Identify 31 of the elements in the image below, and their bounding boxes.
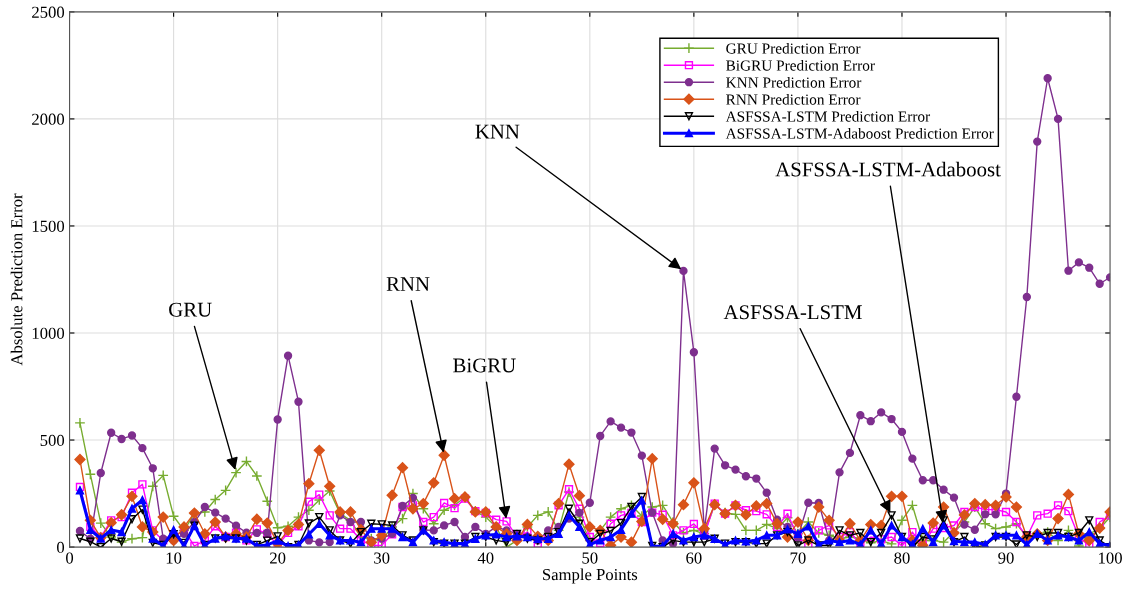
legend-label: BiGRU Prediction Error [726, 59, 875, 71]
x-tick-label: 70 [790, 552, 806, 564]
annotation: BiGRU [453, 358, 516, 373]
x-tick-label: 0 [66, 552, 74, 564]
legend-label: RNN Prediction Error [726, 93, 861, 105]
legend-label: GRU Prediction Error [726, 42, 861, 54]
x-tick-label: 20 [270, 552, 286, 564]
y-tick-label: 1500 [32, 220, 65, 232]
annotation: GRU [169, 302, 212, 317]
annotation: ASFSSA-LSTM [723, 305, 862, 320]
x-tick-label: 30 [374, 552, 390, 564]
y-tick-label: 2500 [32, 6, 65, 18]
legend-label: ASFSSA-LSTM Prediction Error [725, 110, 931, 122]
x-tick-label: 40 [477, 552, 494, 564]
y-tick-label: 1000 [32, 327, 65, 339]
annotation: RNN [386, 277, 430, 291]
x-tick-label: 100 [1099, 552, 1122, 564]
legend-label: ASFSSA-LSTM-Adaboost Prediction Error [725, 127, 994, 139]
y-tick-label: 0 [57, 541, 65, 554]
x-tick-label: 80 [894, 552, 910, 564]
annotation: ASFSSA-LSTM-Adaboost [775, 161, 1001, 177]
y-tick-label: 2000 [32, 113, 65, 125]
y-tick-label: 500 [40, 434, 65, 446]
legend-label: KNN Prediction Error [726, 76, 862, 88]
x-axis-title: Sample Points [543, 568, 638, 584]
x-tick-label: 60 [686, 552, 702, 564]
annotation: KNN [475, 124, 520, 139]
x-tick-label: 90 [998, 552, 1014, 564]
x-tick-label: 50 [582, 552, 598, 564]
x-tick-label: 10 [166, 552, 182, 564]
y-axis-title: Absolute Prediction Error [10, 193, 23, 366]
